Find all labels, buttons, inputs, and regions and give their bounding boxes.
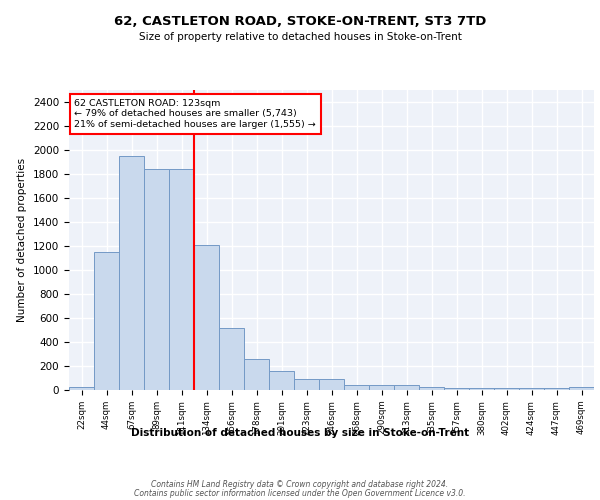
Bar (419, 388, 444, 390)
Bar (544, 388, 569, 390)
Text: Distribution of detached houses by size in Stoke-on-Trent: Distribution of detached houses by size … (131, 428, 469, 438)
Bar (219, 328, 244, 390)
Bar (94, 252, 119, 390)
Bar (444, 388, 469, 390)
Bar (119, 156, 144, 390)
Text: Contains HM Land Registry data © Crown copyright and database right 2024.: Contains HM Land Registry data © Crown c… (151, 480, 449, 489)
Bar (569, 388, 594, 390)
Text: Size of property relative to detached houses in Stoke-on-Trent: Size of property relative to detached ho… (139, 32, 461, 42)
Bar (319, 380, 344, 390)
Bar (519, 388, 544, 390)
Bar (269, 372, 294, 390)
Text: 62, CASTLETON ROAD, STOKE-ON-TRENT, ST3 7TD: 62, CASTLETON ROAD, STOKE-ON-TRENT, ST3 … (114, 15, 486, 28)
Bar (369, 386, 394, 390)
Bar (494, 388, 519, 390)
Bar (144, 169, 169, 390)
Bar (169, 169, 194, 390)
Bar (244, 359, 269, 390)
Bar (294, 380, 319, 390)
Bar (194, 245, 219, 390)
Bar (469, 388, 494, 390)
Bar (69, 386, 94, 390)
Bar (394, 386, 419, 390)
Bar (344, 384, 369, 390)
Text: Contains public sector information licensed under the Open Government Licence v3: Contains public sector information licen… (134, 488, 466, 498)
Y-axis label: Number of detached properties: Number of detached properties (17, 158, 28, 322)
Text: 62 CASTLETON ROAD: 123sqm
← 79% of detached houses are smaller (5,743)
21% of se: 62 CASTLETON ROAD: 123sqm ← 79% of detac… (74, 99, 316, 129)
